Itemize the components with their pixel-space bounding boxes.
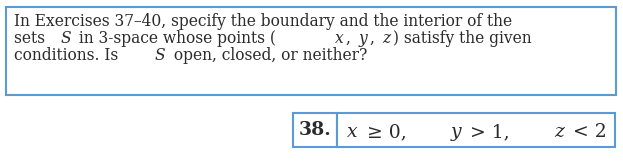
Text: 38.: 38. [298,121,331,139]
Text: open, closed, or neither?: open, closed, or neither? [168,47,367,64]
Text: S: S [60,30,71,47]
Text: y: y [358,30,367,47]
Text: x: x [335,30,343,47]
Text: ,: , [346,30,356,47]
Text: z: z [554,123,564,141]
Text: ) satisfy the given: ) satisfy the given [392,30,531,47]
Text: < 2: < 2 [567,123,607,141]
FancyBboxPatch shape [6,7,616,95]
Text: > 1,: > 1, [464,123,534,141]
Text: x: x [347,123,358,141]
Text: sets: sets [14,30,50,47]
Text: ≥ 0,: ≥ 0, [361,123,430,141]
Text: S: S [155,47,166,64]
FancyBboxPatch shape [293,113,337,147]
Text: z: z [383,30,391,47]
Text: ,: , [369,30,379,47]
Text: y: y [450,123,462,141]
Text: conditions. Is: conditions. Is [14,47,123,64]
Text: in 3-space whose points (: in 3-space whose points ( [74,30,276,47]
Text: In Exercises 37–40, specify the boundary and the interior of the: In Exercises 37–40, specify the boundary… [14,13,512,30]
FancyBboxPatch shape [337,113,615,147]
